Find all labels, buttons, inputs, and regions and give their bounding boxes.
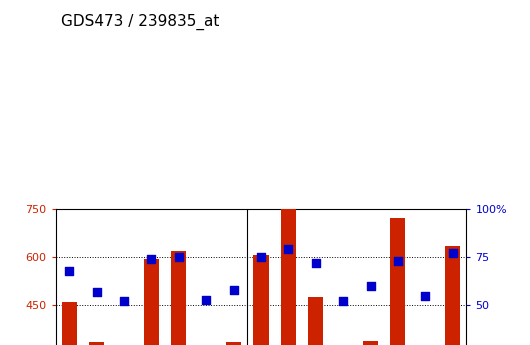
Point [312,260,320,266]
Bar [391,218,405,345]
Bar [171,250,187,345]
Bar [445,246,460,345]
Point [366,283,375,289]
Point [284,247,293,252]
Point [448,250,457,256]
Bar [62,302,77,345]
Point [120,299,128,304]
Bar [89,342,104,345]
Point [257,254,265,260]
Bar [363,341,378,345]
Bar [281,209,296,345]
Bar [253,255,269,345]
Text: GDS473 / 239835_at: GDS473 / 239835_at [61,14,219,30]
Bar [226,342,241,345]
Point [92,289,101,295]
Point [394,258,402,264]
Bar [144,259,159,345]
Point [339,299,348,304]
Point [229,287,238,293]
Point [175,254,183,260]
Bar [308,297,323,345]
Point [202,297,210,302]
Point [65,268,74,273]
Point [421,293,430,298]
Point [147,256,156,262]
